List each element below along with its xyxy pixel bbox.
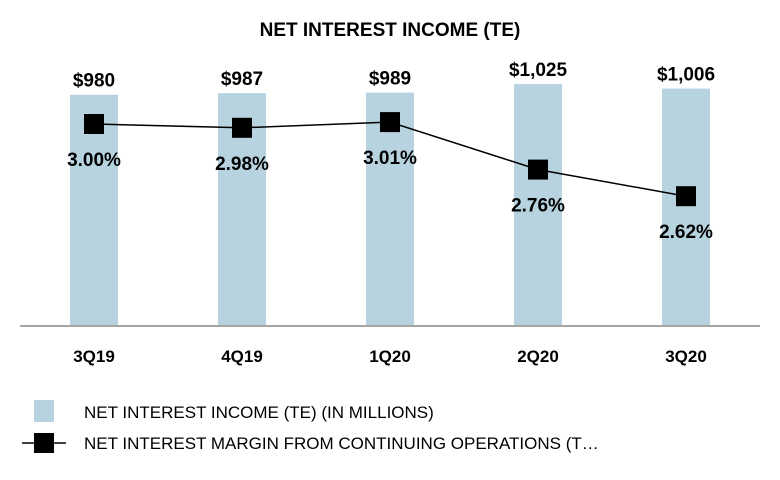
legend-line-label: NET INTEREST MARGIN FROM CONTINUING OPER… — [84, 434, 599, 453]
legend-line-marker — [34, 433, 54, 453]
bar-value-label: $1,025 — [509, 60, 568, 81]
category-labels: 3Q19 4Q19 1Q20 2Q20 3Q20 — [73, 347, 707, 366]
category-label: 3Q19 — [73, 347, 115, 366]
legend: NET INTEREST INCOME (TE) (IN MILLIONS) N… — [22, 400, 599, 453]
bar-3Q20 — [662, 88, 710, 326]
margin-value-label: 3.00% — [67, 150, 121, 171]
bar-value-label: $1,006 — [657, 65, 715, 86]
bar-value-label: $987 — [221, 69, 263, 90]
legend-bar-swatch — [34, 400, 54, 422]
margin-marker — [84, 114, 104, 134]
category-label: 3Q20 — [665, 347, 707, 366]
margin-value-label: 2.76% — [511, 196, 565, 217]
category-label: 2Q20 — [517, 347, 559, 366]
chart-title: NET INTEREST INCOME (TE) — [260, 20, 521, 41]
margin-value-label: 2.62% — [659, 222, 713, 243]
category-label: 4Q19 — [221, 347, 263, 366]
bar-value-label: $989 — [369, 69, 411, 90]
margin-marker — [528, 159, 548, 180]
margin-value-label: 2.98% — [215, 154, 269, 175]
bar-value-label: $980 — [73, 71, 115, 92]
margin-marker — [232, 117, 252, 138]
bar-2Q20 — [514, 84, 562, 326]
category-label: 1Q20 — [369, 347, 411, 366]
margin-line-series: 3.00% 2.98% 3.01% 2.76% 2.62% — [67, 112, 713, 243]
legend-bar-label: NET INTEREST INCOME (TE) (IN MILLIONS) — [84, 403, 434, 422]
bar-group: $980 $987 $989 $1,025 $1,006 — [70, 60, 715, 327]
margin-value-label: 3.01% — [363, 148, 417, 169]
margin-marker — [380, 112, 400, 133]
margin-marker — [676, 186, 696, 207]
